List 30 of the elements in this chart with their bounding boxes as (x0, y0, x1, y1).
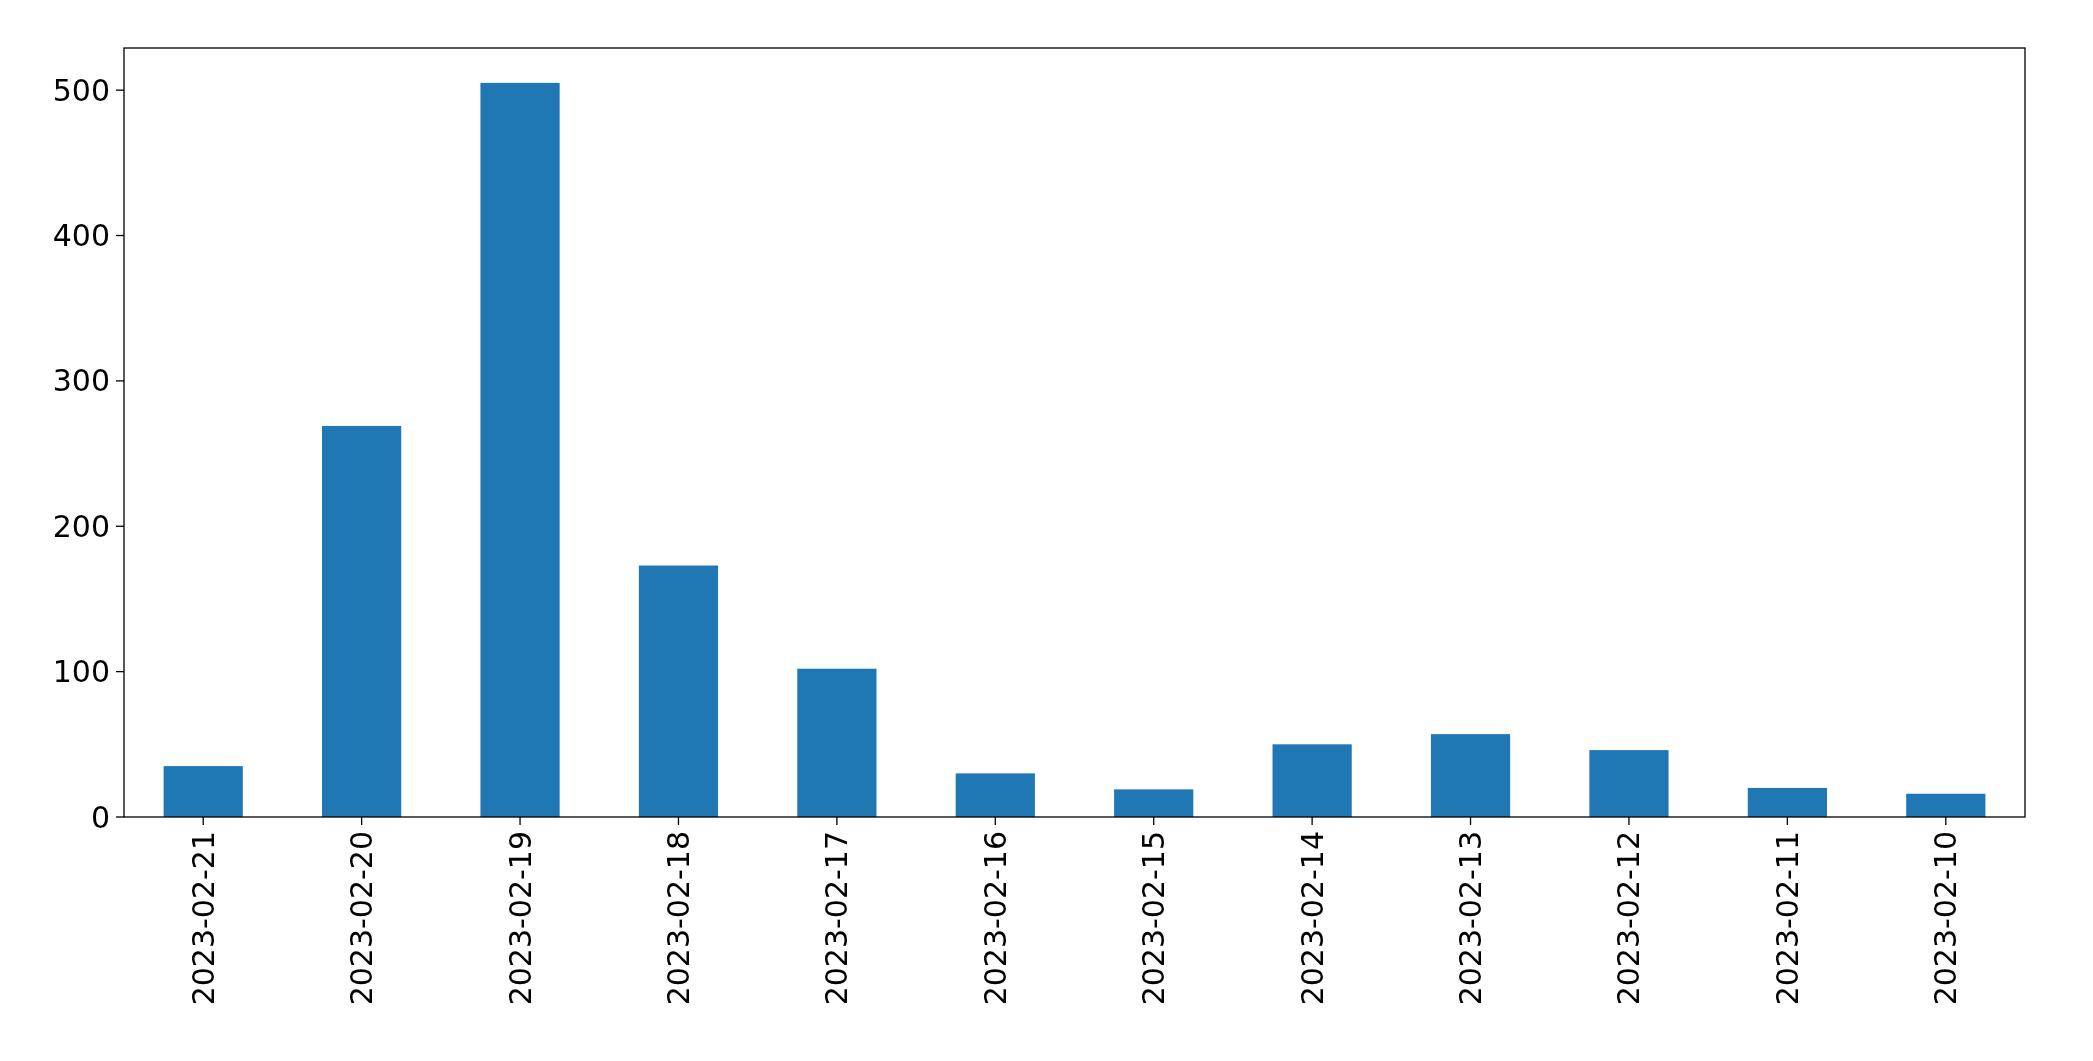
x-tick-label: 2023-02-20 (344, 831, 380, 1006)
bar (797, 668, 877, 817)
bar (638, 565, 719, 817)
bar (1430, 734, 1511, 817)
x-tick-label: 2023-02-19 (502, 831, 538, 1006)
x-tick-label: 2023-02-17 (819, 831, 855, 1006)
x-tick-label: 2023-02-15 (1136, 831, 1172, 1006)
y-tick-label: 400 (52, 218, 110, 254)
y-tick-label: 0 (90, 799, 110, 835)
x-tick-label: 2023-02-18 (660, 831, 696, 1006)
bar (163, 766, 243, 817)
x-tick-label: 2023-02-11 (1769, 831, 1805, 1006)
y-tick-label: 300 (52, 363, 110, 399)
y-tick-label: 100 (52, 654, 110, 690)
x-tick-label: 2023-02-21 (185, 831, 221, 1006)
y-tick-label: 200 (52, 508, 110, 544)
y-tick-label: 500 (52, 72, 110, 108)
bar (1747, 787, 1827, 817)
x-tick-label: 2023-02-13 (1453, 831, 1489, 1006)
x-tick-label: 2023-02-16 (977, 831, 1013, 1006)
bar (955, 773, 1035, 817)
x-tick-label: 2023-02-10 (1928, 831, 1964, 1006)
bar (480, 82, 560, 817)
bar (322, 425, 402, 817)
bar (1114, 789, 1194, 817)
bar (1906, 793, 1986, 817)
bar (1272, 744, 1352, 817)
x-tick-label: 2023-02-12 (1611, 831, 1647, 1006)
x-tick-label: 2023-02-14 (1294, 831, 1330, 1006)
bar (1589, 750, 1669, 817)
